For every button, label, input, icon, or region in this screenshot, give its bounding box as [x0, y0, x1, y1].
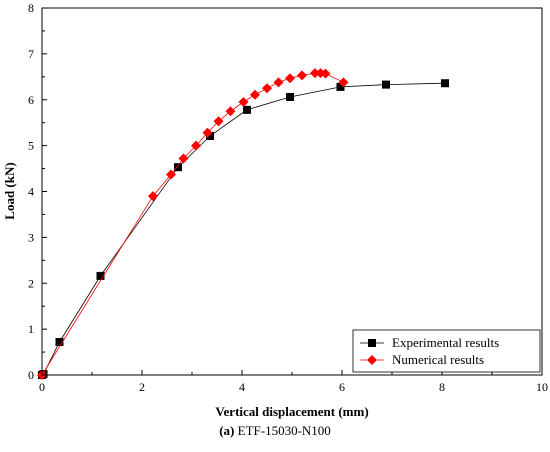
- data-point-numerical: [320, 68, 331, 79]
- data-point-numerical: [297, 70, 307, 81]
- figure-caption: (a) ETF-15030-N100: [0, 423, 550, 439]
- data-point-numerical: [213, 116, 224, 127]
- x-tick-label: 2: [139, 380, 145, 394]
- x-tick-label: 4: [239, 380, 245, 394]
- legend-box: [352, 329, 541, 373]
- series-layer: [37, 68, 449, 380]
- legend-label-experimental: Experimental results: [392, 335, 499, 350]
- caption-text: ETF-15030-N100: [237, 423, 331, 438]
- x-axis-title: Vertical displacement (mm): [215, 404, 368, 419]
- data-point-experimental: [382, 80, 390, 89]
- legend: Experimental results Numerical results: [352, 329, 541, 373]
- y-tick-label: 5: [28, 139, 34, 153]
- x-tick-label: 8: [439, 380, 445, 394]
- y-tick-label: 4: [28, 185, 34, 199]
- data-point-numerical: [250, 89, 260, 100]
- x-tick-label: 10: [536, 380, 548, 394]
- data-point-experimental: [441, 79, 449, 88]
- y-tick-label: 7: [28, 47, 34, 61]
- data-point-experimental: [286, 92, 294, 101]
- data-point-numerical: [148, 191, 158, 202]
- data-point-experimental: [336, 82, 345, 91]
- y-tick-label: 0: [28, 368, 34, 382]
- data-point-numerical: [225, 106, 236, 117]
- y-axis-title: Load (kN): [2, 162, 17, 219]
- y-tick-label: 8: [28, 1, 34, 15]
- data-point-numerical: [178, 153, 189, 164]
- y-tick-label: 6: [28, 93, 34, 107]
- data-point-numerical: [191, 140, 201, 151]
- plot-frame: [41, 7, 543, 376]
- data-point-numerical: [166, 169, 176, 180]
- data-point-experimental: [243, 105, 251, 114]
- legend-marker-experimental: [368, 339, 376, 347]
- data-point-numerical: [310, 68, 320, 79]
- y-tick-label: 1: [28, 322, 34, 336]
- ticks-layer: 0 2 4 6 8 10 0 1 2 3 4 5 6 7 8: [28, 1, 548, 394]
- data-point-numerical: [262, 83, 272, 94]
- legend-label-numerical: Numerical results: [392, 352, 484, 367]
- data-point-experimental: [96, 271, 105, 280]
- data-point-numerical: [238, 97, 249, 108]
- x-tick-label: 0: [39, 380, 45, 394]
- data-point-numerical: [338, 77, 349, 88]
- legend-marker-numerical: [367, 355, 377, 365]
- caption-label: (a): [219, 423, 235, 438]
- y-tick-label: 3: [28, 230, 34, 244]
- data-point-numerical: [273, 77, 284, 88]
- data-point-numerical: [202, 127, 213, 138]
- y-tick-label: 2: [28, 276, 34, 290]
- x-tick-label: 6: [339, 380, 345, 394]
- data-point-experimental: [206, 131, 214, 140]
- data-point-experimental: [55, 337, 64, 346]
- data-point-experimental: [174, 163, 182, 172]
- series-line-numerical: [41, 72, 344, 376]
- data-point-numerical: [285, 73, 295, 84]
